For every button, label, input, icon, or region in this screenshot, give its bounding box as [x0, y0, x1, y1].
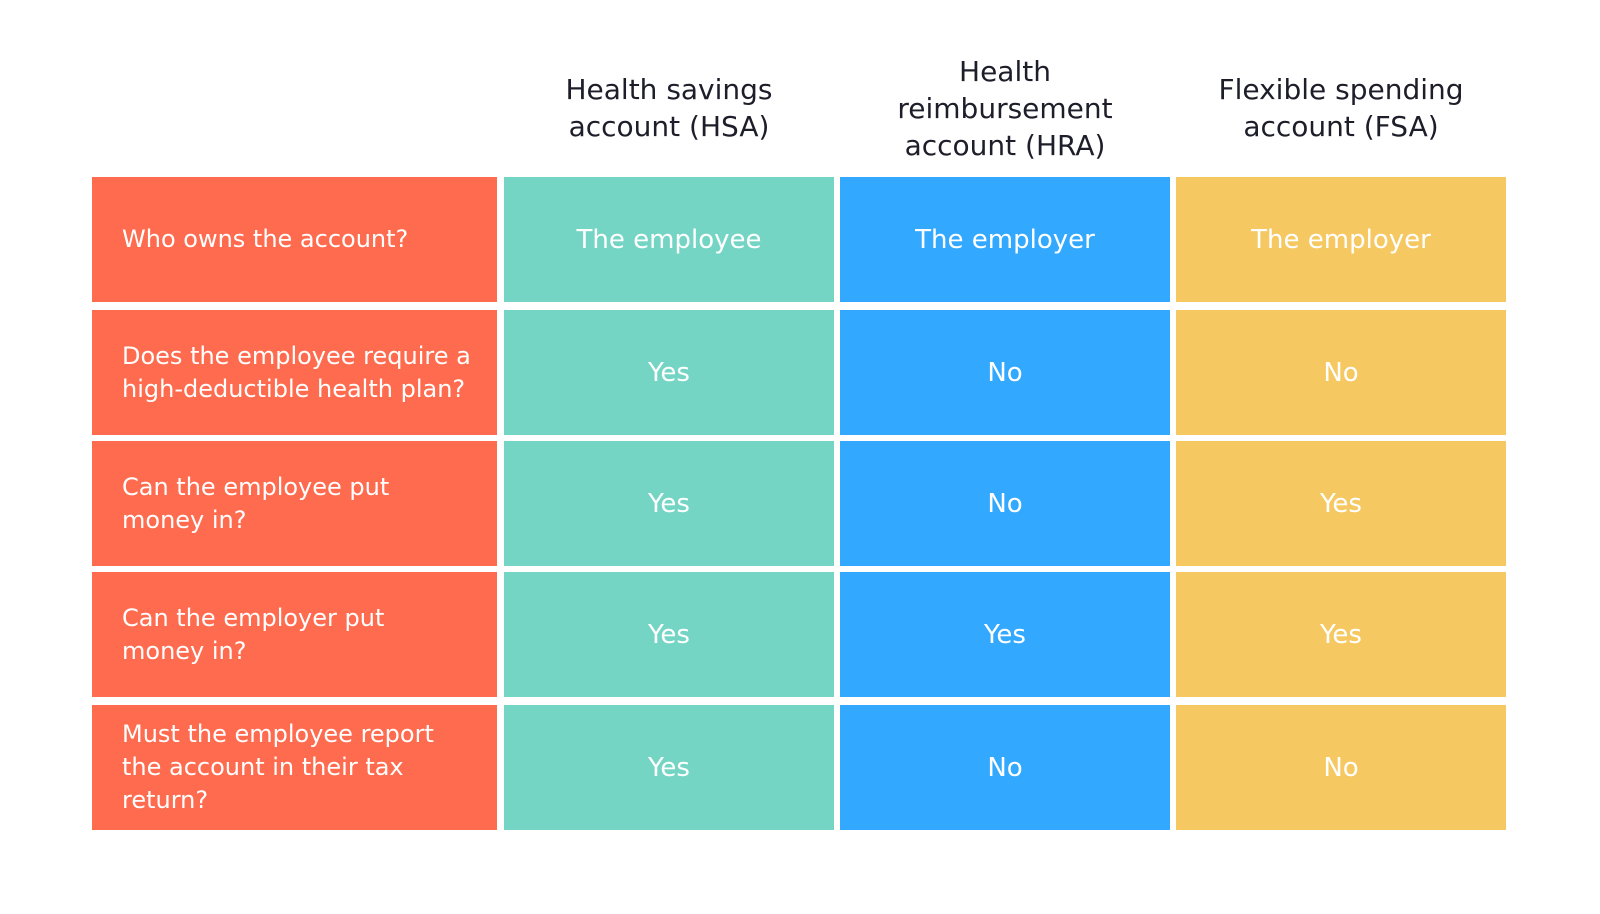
table-cell: No [840, 441, 1170, 566]
row-question: Must the employee report the account in … [92, 705, 497, 830]
table-cell: No [1176, 705, 1506, 830]
column-header: Flexible spending account (FSA) [1218, 73, 1464, 143]
table-cell: Yes [840, 572, 1170, 697]
table-cell: The employee [504, 177, 834, 302]
row-question: Can the employer put money in? [92, 572, 497, 697]
table-cell: The employer [1176, 177, 1506, 302]
table-cell: No [840, 705, 1170, 830]
table-cell: No [1176, 310, 1506, 435]
table-cell: Yes [1176, 572, 1506, 697]
table-cell: Yes [504, 310, 834, 435]
table-cell: Yes [504, 572, 834, 697]
column-header: Health savings account (HSA) [565, 73, 773, 143]
row-question: Does the employee require a high-deducti… [92, 310, 497, 435]
column-header: Health reimbursement account (HRA) [897, 54, 1113, 162]
table-cell: Yes [504, 705, 834, 830]
row-question: Who owns the account? [92, 177, 497, 302]
table-cell: Yes [504, 441, 834, 566]
table-cell: No [840, 310, 1170, 435]
row-question: Can the employee put money in? [92, 441, 497, 566]
table-cell: Yes [1176, 441, 1506, 566]
table-cell: The employer [840, 177, 1170, 302]
